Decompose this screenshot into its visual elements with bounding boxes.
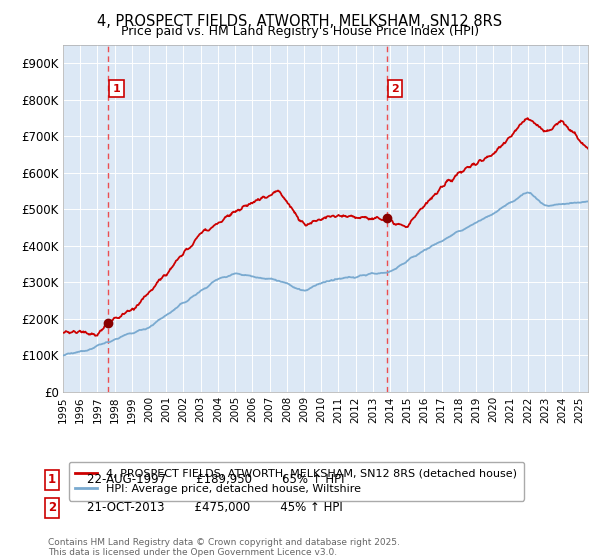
- Text: 22-AUG-1997        £189,950        65% ↑ HPI: 22-AUG-1997 £189,950 65% ↑ HPI: [87, 473, 344, 486]
- Legend: 4, PROSPECT FIELDS, ATWORTH, MELKSHAM, SN12 8RS (detached house), HPI: Average p: 4, PROSPECT FIELDS, ATWORTH, MELKSHAM, S…: [68, 462, 524, 501]
- Text: 21-OCT-2013        £475,000        45% ↑ HPI: 21-OCT-2013 £475,000 45% ↑ HPI: [87, 501, 343, 514]
- Text: 2: 2: [391, 83, 398, 94]
- Text: 2: 2: [48, 501, 56, 514]
- Text: 4, PROSPECT FIELDS, ATWORTH, MELKSHAM, SN12 8RS: 4, PROSPECT FIELDS, ATWORTH, MELKSHAM, S…: [97, 14, 503, 29]
- Text: 1: 1: [48, 473, 56, 486]
- Text: Price paid vs. HM Land Registry's House Price Index (HPI): Price paid vs. HM Land Registry's House …: [121, 25, 479, 38]
- Text: 1: 1: [113, 83, 121, 94]
- Text: Contains HM Land Registry data © Crown copyright and database right 2025.
This d: Contains HM Land Registry data © Crown c…: [48, 538, 400, 557]
